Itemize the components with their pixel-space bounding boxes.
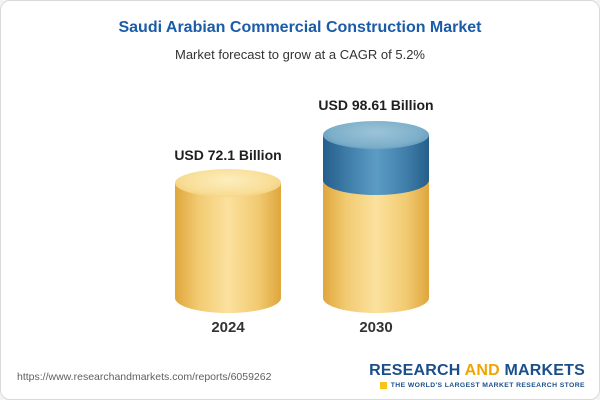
bar-cylinder-2030 (323, 121, 429, 313)
cylinder-top-ellipse-blue (323, 121, 429, 149)
research-and-markets-logo: RESEARCH AND MARKETS THE WORLD'S LARGEST… (369, 362, 585, 389)
x-axis-label-2024: 2024 (211, 319, 245, 336)
logo-wordmark: RESEARCH AND MARKETS (369, 362, 585, 380)
logo-square-icon (379, 382, 387, 389)
cylinder-top-ellipse-gold (175, 169, 281, 197)
x-axis-label-2030: 2030 (359, 319, 393, 336)
report-url: https://www.researchandmarkets.com/repor… (17, 371, 272, 383)
cylinder-body-gold (323, 179, 429, 313)
value-label-2024: USD 72.1 Billion (174, 147, 282, 163)
bar-cylinder-2024 (175, 169, 281, 313)
logo-word-markets: MARKETS (504, 362, 585, 379)
logo-word-research: RESEARCH (369, 362, 461, 379)
chart-title: Saudi Arabian Commercial Construction Ma… (118, 19, 482, 36)
value-label-2030: USD 98.61 Billion (318, 97, 434, 113)
cylinder-body-gold (175, 183, 281, 313)
chart-subtitle: Market forecast to grow at a CAGR of 5.2… (175, 47, 425, 62)
logo-word-and: AND (464, 362, 500, 379)
logo-tagline: THE WORLD'S LARGEST MARKET RESEARCH STOR… (369, 382, 585, 389)
logo-tagline-text: THE WORLD'S LARGEST MARKET RESEARCH STOR… (390, 382, 585, 389)
